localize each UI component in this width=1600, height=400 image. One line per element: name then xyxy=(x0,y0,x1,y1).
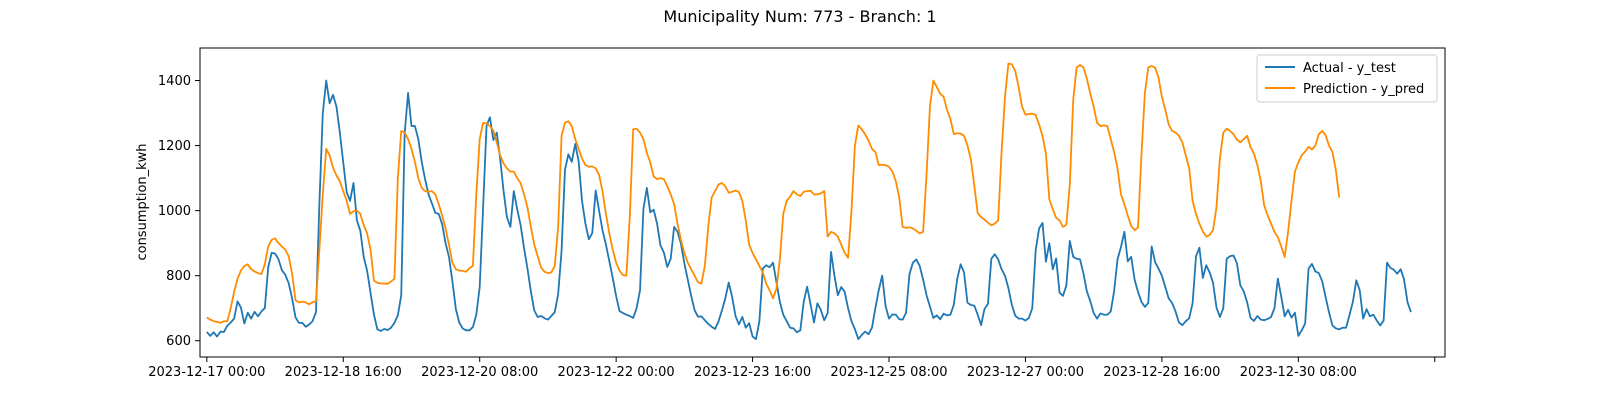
x-axis: 2023-12-17 00:00 2023-12-18 16:00 2023-12-… xyxy=(148,357,1436,380)
x-tick-label: 2023-12-20 08:00 xyxy=(421,365,538,380)
legend: Actual - y_test Prediction - y_pred xyxy=(1256,54,1438,103)
y-tick-label: 1400 xyxy=(158,74,191,89)
x-tick-label: 2023-12-28 16:00 xyxy=(1103,365,1220,380)
y-axis: 600 800 1000 1200 1400 xyxy=(158,74,200,349)
y-tick-label: 1200 xyxy=(158,139,191,154)
chart-title: Municipality Num: 773 - Branch: 1 xyxy=(663,7,936,26)
x-tick-label: 2023-12-25 08:00 xyxy=(830,365,947,380)
legend-label: Prediction - y_pred xyxy=(1303,82,1424,97)
legend-label: Actual - y_test xyxy=(1303,61,1396,76)
y-tick-label: 800 xyxy=(166,269,191,284)
series-layer xyxy=(206,62,1412,341)
x-tick-label: 2023-12-22 00:00 xyxy=(558,365,675,380)
series-line-prediction xyxy=(206,62,1341,324)
legend-box xyxy=(1256,54,1438,103)
x-tick-label: 2023-12-23 16:00 xyxy=(694,365,811,380)
y-axis-label: consumption_kwh xyxy=(135,143,150,260)
y-tick-label: 1000 xyxy=(158,204,191,219)
y-tick-label: 600 xyxy=(166,334,191,349)
plot-area xyxy=(199,47,1446,358)
x-tick-label: 2023-12-18 16:00 xyxy=(285,365,402,380)
x-tick-label: 2023-12-27 00:00 xyxy=(967,365,1084,380)
x-tick-label: 2023-12-30 08:00 xyxy=(1240,365,1357,380)
series-line-actual xyxy=(206,79,1412,341)
plot-frame xyxy=(199,47,1446,358)
x-tick-label: 2023-12-17 00:00 xyxy=(148,365,265,380)
